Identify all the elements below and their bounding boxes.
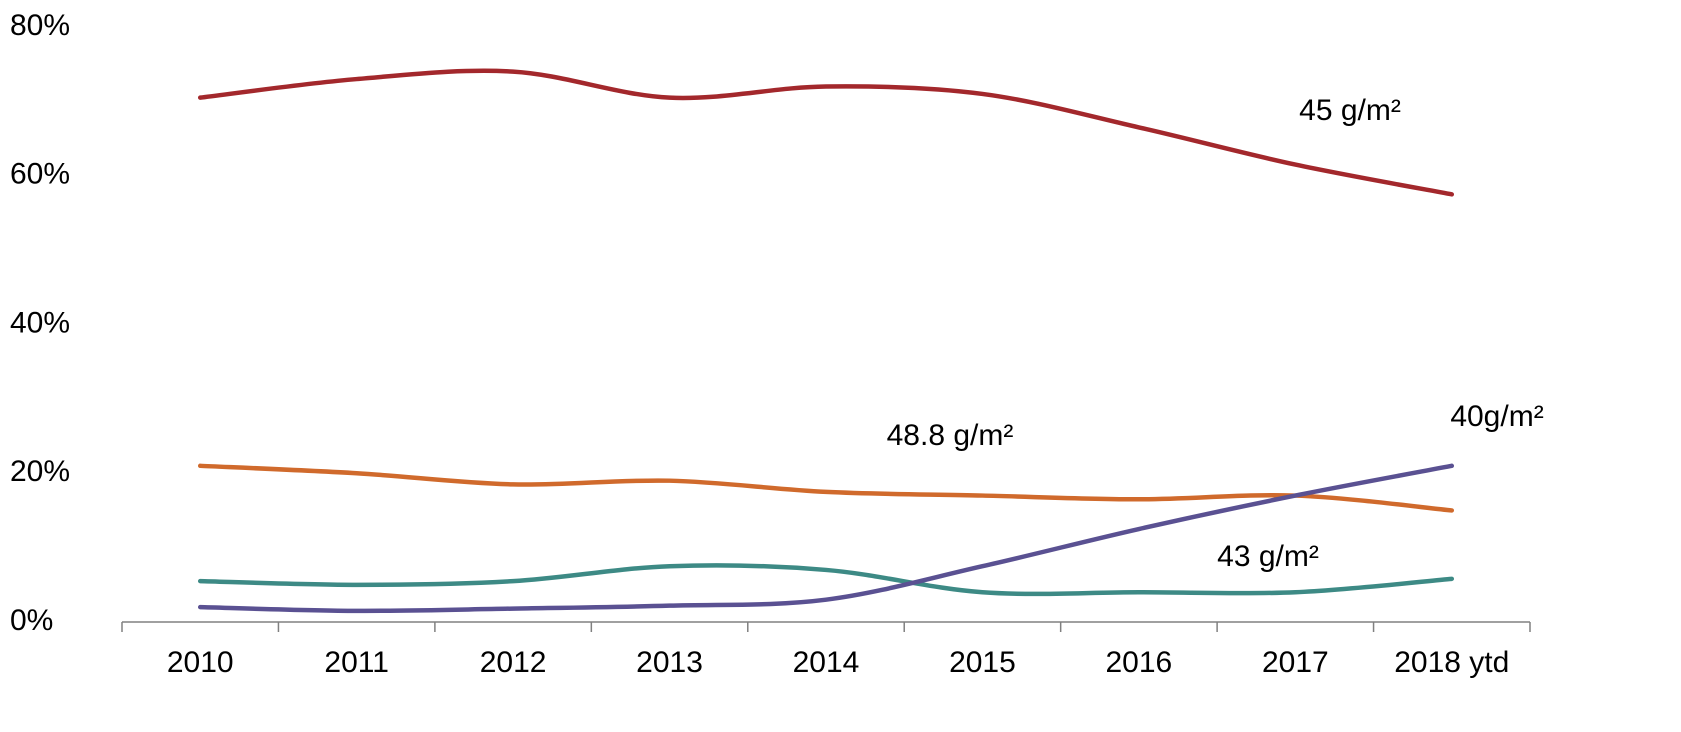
x-tick-label: 2018 ytd <box>1394 646 1509 679</box>
x-tick-label: 2013 <box>636 646 703 679</box>
line-series <box>197 68 1455 197</box>
line-series <box>197 463 1455 614</box>
x-tick-label: 2011 <box>324 646 389 679</box>
y-tick-label: 60% <box>10 158 70 191</box>
y-tick-label: 80% <box>10 9 70 42</box>
y-tick-label: 0% <box>10 604 53 637</box>
x-tick-label: 2015 <box>949 646 1016 679</box>
x-tick-label: 2010 <box>167 646 234 679</box>
annotation: 43 g/m² <box>1217 540 1319 573</box>
line-series <box>197 563 1455 597</box>
x-tick-label: 2017 <box>1262 646 1329 679</box>
y-tick-label: 20% <box>10 455 70 488</box>
line-series <box>197 463 1455 513</box>
x-tick-label: 2014 <box>793 646 860 679</box>
annotation: 45 g/m² <box>1299 94 1401 127</box>
x-tick-label: 2016 <box>1106 646 1173 679</box>
annotation: 48.8 g/m² <box>887 419 1014 452</box>
annotation: 40g/m² <box>1450 400 1543 433</box>
x-tick-label: 2012 <box>480 646 547 679</box>
y-tick-label: 40% <box>10 306 70 339</box>
